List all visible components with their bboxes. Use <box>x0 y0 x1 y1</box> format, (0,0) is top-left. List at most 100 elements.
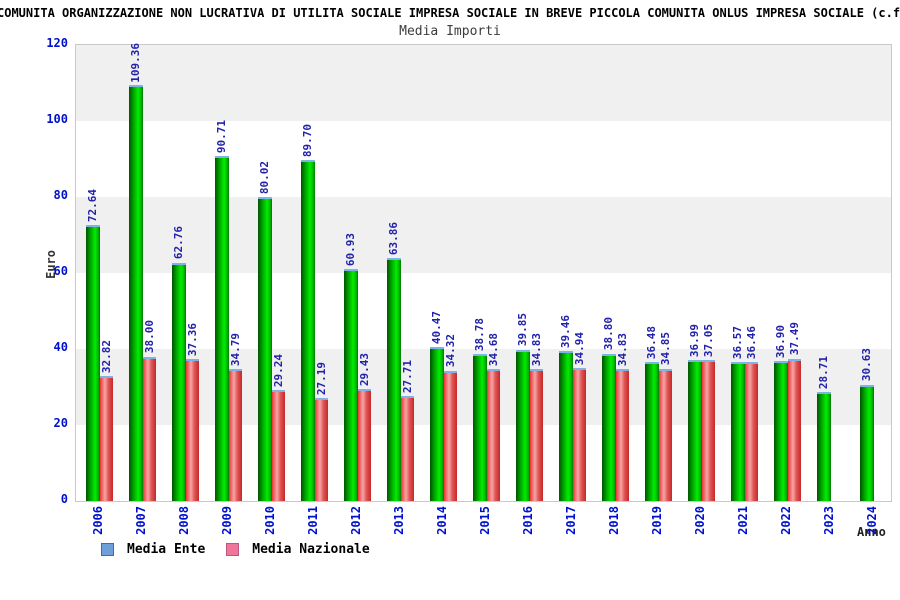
x-tick-2008: 2008 <box>177 506 191 535</box>
bar-media-ente-2008 <box>171 262 186 501</box>
bar-value-label: 37.05 <box>701 324 715 358</box>
bar-media-ente-2007 <box>128 85 143 501</box>
bar-media-nazionale-2017 <box>572 368 586 501</box>
x-tick-2006: 2006 <box>91 506 105 535</box>
bar-media-ente-2013 <box>386 258 401 501</box>
bar-value-label: 27.19 <box>314 361 328 395</box>
bar-value-label: 36.90 <box>774 324 787 358</box>
y-tick-120: 120 <box>46 36 68 50</box>
bar-value-label: 34.79 <box>228 332 242 366</box>
bar-media-ente-2021 <box>730 362 745 501</box>
bar-media-nazionale-2009 <box>228 368 242 501</box>
bar-media-ente-2014 <box>429 347 444 501</box>
bar-media-ente-2010 <box>257 196 272 501</box>
plot-area: 72.64 32.82 109.36 38.00 62.76 37.36 90.71 34.7… <box>75 42 892 502</box>
legend: Media Ente Media Nazionale <box>101 542 391 557</box>
bar-value-label: 89.70 <box>301 124 314 158</box>
bar-media-ente-2006 <box>85 224 100 501</box>
x-tick-2011: 2011 <box>306 506 320 535</box>
x-tick-2012: 2012 <box>349 506 363 535</box>
bar-value-label: 28.71 <box>817 355 830 389</box>
bar-media-ente-2016 <box>515 349 530 501</box>
bar-value-label: 34.83 <box>529 332 543 366</box>
y-tick-40: 40 <box>53 340 68 354</box>
bar-value-label: 29.24 <box>271 353 285 387</box>
x-tick-2017: 2017 <box>564 506 578 535</box>
bar-media-ente-2022 <box>773 360 788 501</box>
bar-media-nazionale-2021 <box>744 362 758 501</box>
x-tick-2016: 2016 <box>521 506 535 535</box>
x-axis-title: Anno <box>857 525 886 539</box>
page-title: COMUNITA ORGANIZZAZIONE NON LUCRATIVA DI… <box>0 6 900 20</box>
x-tick-2023: 2023 <box>822 506 836 535</box>
x-tick-2015: 2015 <box>478 506 492 535</box>
bar-value-label: 34.83 <box>615 332 629 366</box>
bar-value-label: 34.68 <box>486 333 500 367</box>
x-tick-2014: 2014 <box>435 506 449 535</box>
bar-media-ente-2009 <box>214 156 229 501</box>
x-tick-2007: 2007 <box>134 506 148 535</box>
bar-media-nazionale-2020 <box>701 360 715 501</box>
bar-value-label: 38.00 <box>142 320 156 354</box>
bar-value-label: 36.46 <box>744 326 758 360</box>
bar-value-label: 90.71 <box>215 120 228 154</box>
bar-media-nazionale-2022 <box>787 358 801 501</box>
media-nazionale-swatch-icon <box>226 543 240 556</box>
bar-media-ente-2017 <box>558 351 573 501</box>
legend-label: Media Nazionale <box>252 542 370 557</box>
bar-media-ente-2020 <box>687 360 702 501</box>
bar-media-nazionale-2008 <box>185 359 199 501</box>
bar-value-label: 27.71 <box>400 359 414 393</box>
bar-media-nazionale-2018 <box>615 368 629 501</box>
bar-value-label: 72.64 <box>86 188 99 222</box>
bar-media-nazionale-2012 <box>357 389 371 501</box>
bar-media-nazionale-2019 <box>658 368 672 501</box>
bar-value-label: 38.78 <box>473 317 486 351</box>
x-tick-2021: 2021 <box>736 506 750 535</box>
x-tick-2018: 2018 <box>607 506 621 535</box>
bar-media-nazionale-2016 <box>529 368 543 501</box>
x-tick-2020: 2020 <box>693 506 707 535</box>
bar-value-label: 36.57 <box>731 325 744 360</box>
bar-media-nazionale-2007 <box>142 356 156 501</box>
bar-value-label: 39.46 <box>559 314 572 349</box>
bar-value-label: 34.94 <box>572 332 586 366</box>
bar-media-ente-2011 <box>300 160 315 501</box>
bar-media-ente-2024 <box>859 384 874 501</box>
x-tick-2024: 2024 <box>865 506 879 535</box>
bar-value-label: 62.76 <box>172 226 185 260</box>
x-tick-2010: 2010 <box>263 506 277 535</box>
bar-value-label: 37.49 <box>787 322 801 356</box>
x-tick-2022: 2022 <box>779 506 793 535</box>
bar-value-label: 34.85 <box>658 332 672 366</box>
bar-media-nazionale-2011 <box>314 397 328 501</box>
bar-value-label: 32.82 <box>99 340 113 374</box>
bar-media-nazionale-2015 <box>486 369 500 501</box>
bar-value-label: 40.47 <box>430 311 443 345</box>
bar-value-label: 63.86 <box>387 222 400 256</box>
bar-value-label: 39.85 <box>516 313 529 347</box>
bar-media-nazionale-2013 <box>400 395 414 501</box>
bar-value-label: 109.36 <box>129 42 142 83</box>
chart-title: Media Importi <box>399 24 501 39</box>
x-tick-2009: 2009 <box>220 506 234 535</box>
bar-media-ente-2015 <box>472 353 487 501</box>
bar-value-label: 30.63 <box>860 348 873 382</box>
bar-media-ente-2019 <box>644 362 659 501</box>
bar-value-label: 34.32 <box>443 334 457 368</box>
bar-media-nazionale-2006 <box>99 376 113 501</box>
y-tick-20: 20 <box>53 416 68 430</box>
y-tick-60: 60 <box>53 264 68 278</box>
bar-media-ente-2012 <box>343 269 358 501</box>
bar-value-label: 80.02 <box>258 160 271 194</box>
x-tick-2013: 2013 <box>392 506 406 535</box>
bar-media-ente-2018 <box>601 353 616 501</box>
legend-item-media-ente: Media Ente <box>101 542 205 557</box>
x-tick-2019: 2019 <box>650 506 664 535</box>
bar-media-nazionale-2014 <box>443 370 457 501</box>
bar-value-label: 36.99 <box>688 324 701 358</box>
bar-value-label: 36.48 <box>645 326 658 360</box>
legend-label: Media Ente <box>127 542 206 557</box>
bar-value-label: 37.36 <box>185 322 199 357</box>
